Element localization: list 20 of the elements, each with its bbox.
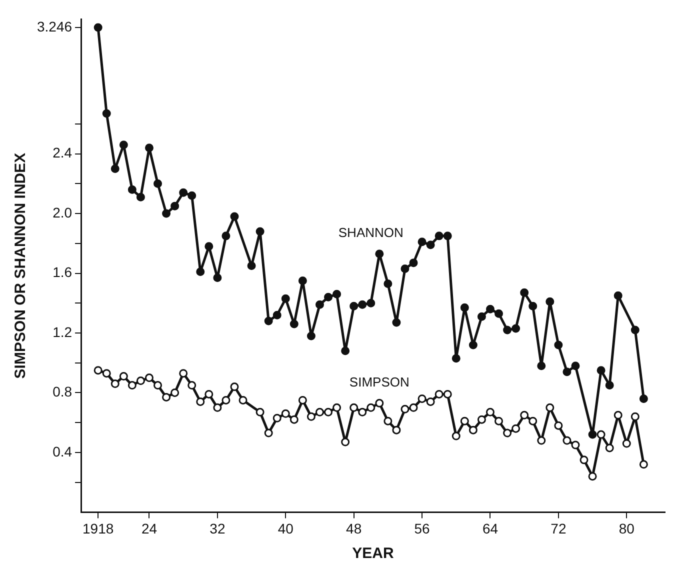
y-tick-label: 0.4 (52, 443, 72, 460)
x-tick-label: 56 (414, 520, 430, 536)
x-tick-label: 48 (346, 520, 362, 536)
y-tick-label: 1.6 (52, 264, 72, 280)
x-tick-label: 32 (210, 520, 226, 536)
y-tick-label: 1.2 (52, 324, 72, 340)
x-tick-label: 40 (278, 520, 294, 536)
x-tick-label: 24 (141, 520, 158, 536)
x-axis-title: YEAR (352, 545, 394, 562)
x-tick-label: 72 (550, 520, 566, 536)
x-tick-label: 80 (618, 520, 635, 536)
y-axis-title: SIMPSON OR SHANNON INDEX (12, 152, 30, 379)
series-label: SIMPSON (349, 374, 410, 390)
y-tick-label: 3.246 (36, 18, 72, 34)
y-tick-label: 2.4 (52, 144, 72, 161)
series-label: SHANNON (338, 224, 404, 240)
x-tick-label: 64 (482, 520, 498, 536)
y-tick-label: 2.0 (52, 204, 72, 220)
x-tick-label: 1918 (82, 520, 114, 536)
y-tick-label: 0.8 (52, 384, 72, 400)
